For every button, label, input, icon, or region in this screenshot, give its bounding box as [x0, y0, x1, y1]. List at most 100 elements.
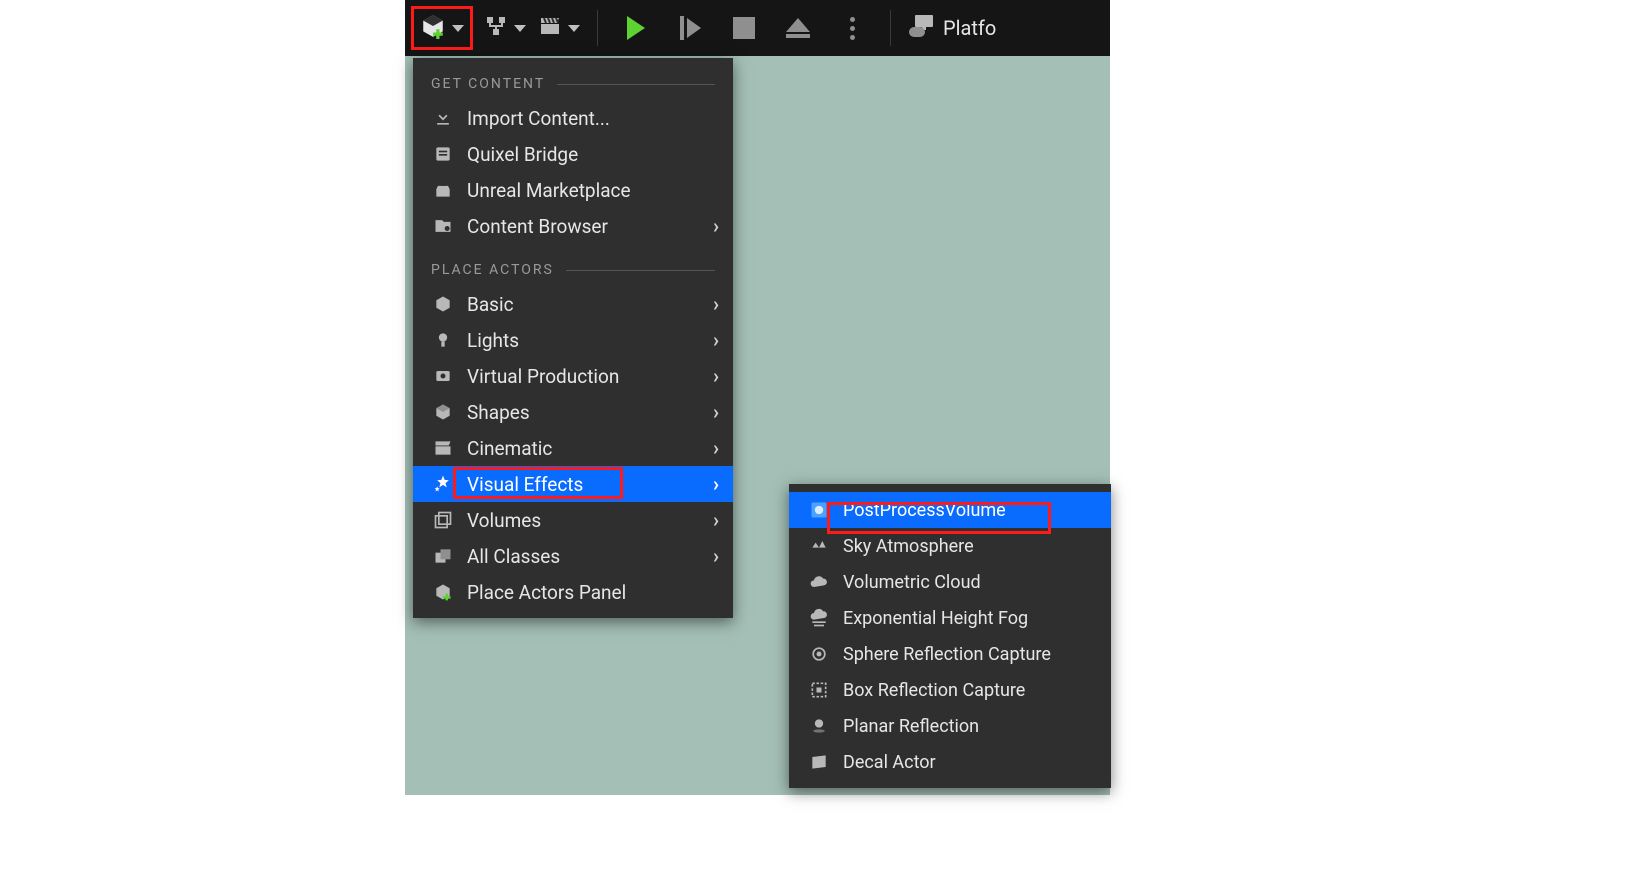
fog-icon [807, 606, 831, 630]
virtual-production-icon [431, 364, 455, 388]
bridge-icon [431, 142, 455, 166]
submenu-item-box-reflection-capture[interactable]: Box Reflection Capture [789, 672, 1111, 708]
submenu-item-postprocessvolume[interactable]: PostProcessVolume [789, 492, 1111, 528]
eject-tri-icon [786, 18, 810, 32]
stop-icon [733, 17, 755, 39]
step-button[interactable] [668, 6, 712, 50]
menu-item-content-browser[interactable]: Content Browser › [413, 208, 733, 244]
submenu-item-planar-reflection[interactable]: Planar Reflection [789, 708, 1111, 744]
menu-item-label: All Classes [467, 545, 560, 568]
chevron-right-icon: › [713, 292, 719, 316]
menu-item-import-content-[interactable]: Import Content... [413, 100, 733, 136]
submenu-item-label: Box Reflection Capture [843, 680, 1025, 701]
platforms-button[interactable]: Platfo [907, 6, 996, 50]
marketplace-icon [431, 178, 455, 202]
volumes-icon [431, 508, 455, 532]
content-browser-icon [431, 214, 455, 238]
submenu-item-sphere-reflection-capture[interactable]: Sphere Reflection Capture [789, 636, 1111, 672]
menu-item-label: Import Content... [467, 107, 610, 130]
chevron-right-icon: › [713, 472, 719, 496]
chevron-right-icon: › [713, 436, 719, 460]
lights-icon [431, 328, 455, 352]
eject-button[interactable] [776, 6, 820, 50]
submenu-item-exponential-height-fog[interactable]: Exponential Height Fog [789, 600, 1111, 636]
submenu-item-label: Sphere Reflection Capture [843, 644, 1051, 665]
menu-item-place-actors-panel[interactable]: Place Actors Panel [413, 574, 733, 610]
submenu-item-sky-atmosphere[interactable]: Sky Atmosphere [789, 528, 1111, 564]
menu-item-label: Place Actors Panel [467, 581, 626, 604]
menu-item-quixel-bridge[interactable]: Quixel Bridge [413, 136, 733, 172]
menu-item-virtual-production[interactable]: Virtual Production › [413, 358, 733, 394]
toolbar-separator [597, 10, 598, 46]
import-icon [431, 106, 455, 130]
menu-item-label: Unreal Marketplace [467, 179, 631, 202]
caret-down-icon [514, 25, 526, 32]
clapper-icon [538, 14, 562, 42]
postprocess-icon [807, 498, 831, 522]
visual-effects-icon [431, 472, 455, 496]
submenu-item-label: Volumetric Cloud [843, 572, 981, 593]
chevron-right-icon: › [713, 400, 719, 424]
menu-item-label: Shapes [467, 401, 530, 424]
submenu-item-label: Decal Actor [843, 752, 936, 773]
submenu-item-volumetric-cloud[interactable]: Volumetric Cloud [789, 564, 1111, 600]
planar-reflection-icon [807, 714, 831, 738]
menu-item-lights[interactable]: Lights › [413, 322, 733, 358]
box-reflection-icon [807, 678, 831, 702]
cinematic-icon [431, 436, 455, 460]
menu-item-volumes[interactable]: Volumes› [413, 502, 733, 538]
menu-item-label: Virtual Production [467, 365, 619, 388]
gamepad-monitor-icon [907, 13, 937, 43]
cube-plus-icon [420, 13, 446, 43]
decal-icon [807, 750, 831, 774]
menu-item-label: Visual Effects [467, 473, 583, 496]
add-content-menu: GET CONTENT Import Content... Quixel Bridg… [413, 58, 733, 618]
menu-item-visual-effects[interactable]: Visual Effects › [413, 466, 733, 502]
submenu-item-label: Exponential Height Fog [843, 608, 1028, 629]
blueprint-button[interactable] [483, 6, 527, 50]
submenu-item-label: PostProcessVolume [843, 500, 1006, 521]
caret-down-icon [452, 25, 464, 32]
add-content-button[interactable] [411, 6, 473, 50]
basic-icon [431, 292, 455, 316]
menu-item-label: Lights [467, 329, 519, 352]
menu-item-all-classes[interactable]: All Classes › [413, 538, 733, 574]
menu-item-shapes[interactable]: Shapes › [413, 394, 733, 430]
visual-effects-submenu: PostProcessVolume Sky Atmosphere Volumetri… [789, 484, 1111, 788]
menu-item-label: Basic [467, 293, 514, 316]
step-bar-icon [680, 16, 684, 40]
eject-bar-icon [786, 34, 810, 38]
toolbar-separator [890, 10, 891, 46]
place-actors-panel-icon [431, 580, 455, 604]
stop-button[interactable] [722, 6, 766, 50]
sky-atmosphere-icon [807, 534, 831, 558]
menu-item-cinematic[interactable]: Cinematic› [413, 430, 733, 466]
volumetric-cloud-icon [807, 570, 831, 594]
play-icon [627, 16, 645, 40]
platforms-label: Platfo [943, 16, 996, 40]
menu-item-label: Content Browser [467, 215, 608, 238]
all-classes-icon [431, 544, 455, 568]
menu-section-header: GET CONTENT [413, 58, 733, 100]
sphere-reflection-icon [807, 642, 831, 666]
play-button[interactable] [614, 6, 658, 50]
menu-section-header: PLACE ACTORS [413, 244, 733, 286]
menu-item-basic[interactable]: Basic › [413, 286, 733, 322]
submenu-item-label: Planar Reflection [843, 716, 979, 737]
chevron-right-icon: › [713, 214, 719, 238]
chevron-right-icon: › [713, 364, 719, 388]
chevron-right-icon: › [713, 508, 719, 532]
blueprint-icon [484, 14, 508, 42]
menu-item-label: Quixel Bridge [467, 143, 578, 166]
cinematics-button[interactable] [537, 6, 581, 50]
main-toolbar: Platfo [405, 0, 1110, 56]
submenu-item-label: Sky Atmosphere [843, 536, 974, 557]
shapes-icon [431, 400, 455, 424]
play-options-button[interactable] [830, 6, 874, 50]
step-tri-icon [687, 18, 701, 38]
chevron-right-icon: › [713, 544, 719, 568]
submenu-item-decal-actor[interactable]: Decal Actor [789, 744, 1111, 780]
caret-down-icon [568, 25, 580, 32]
chevron-right-icon: › [713, 328, 719, 352]
menu-item-unreal-marketplace[interactable]: Unreal Marketplace [413, 172, 733, 208]
